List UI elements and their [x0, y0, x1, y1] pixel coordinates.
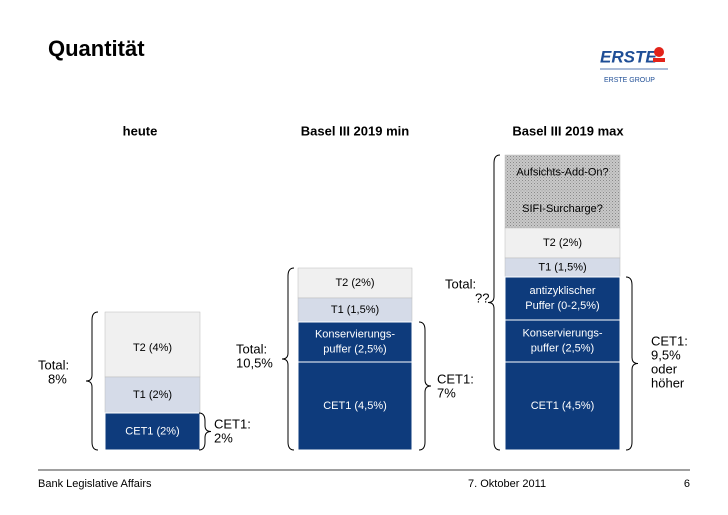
- annotation: oder: [651, 361, 678, 376]
- block-box: [297, 267, 413, 299]
- annotation: CET1:: [437, 371, 474, 386]
- footer-left: Bank Legislative Affairs: [38, 478, 152, 490]
- block-label: Aufsichts-Add-On?: [516, 166, 608, 178]
- block-box: [504, 276, 621, 321]
- block-box: [297, 361, 413, 451]
- block-box: [297, 321, 413, 363]
- column-heading: Basel III 2019 min: [301, 123, 409, 138]
- brace: [85, 311, 99, 451]
- footer-date: 7. Oktober 2011: [468, 478, 546, 490]
- annotation: Total:: [445, 276, 476, 291]
- logo-group: ERSTE GROUP: [604, 77, 655, 84]
- block: antizyklischer Puffer (0-2,5%): [504, 276, 621, 321]
- block-label: Puffer (0-2,5%): [525, 300, 599, 312]
- brace: [281, 267, 295, 451]
- annotation: 2%: [214, 430, 233, 445]
- brace: [487, 154, 501, 451]
- block: T2 (4%): [104, 311, 201, 378]
- block: T2 (2%): [504, 227, 621, 259]
- slide-title: Quantität: [48, 36, 145, 61]
- block-label: Konservierungs-: [522, 327, 602, 339]
- block-label: T1 (1,5%): [538, 261, 586, 273]
- block-label: CET1 (2%): [125, 425, 179, 437]
- block: T1 (1,5%): [297, 297, 413, 323]
- annotation: CET1:: [651, 333, 688, 348]
- annotation: höher: [651, 375, 685, 390]
- block-box: [504, 154, 621, 191]
- block-box: [504, 227, 621, 259]
- block-label: T2 (2%): [335, 277, 374, 289]
- logo: ERSTE ERSTE GROUP: [600, 47, 668, 84]
- column-heading: heute: [123, 123, 158, 138]
- block-label: Konservierungs-: [315, 328, 395, 340]
- annotation: Total:: [236, 341, 267, 356]
- block-label: T1 (1,5%): [331, 304, 379, 316]
- block-box: [504, 189, 621, 229]
- brace: [418, 321, 432, 451]
- annotation: 7%: [437, 385, 456, 400]
- brace: [625, 276, 639, 451]
- annotation: CET1:: [214, 416, 251, 431]
- footer-page: 6: [684, 478, 690, 490]
- block-label: T2 (4%): [133, 342, 172, 354]
- block: Konservierungs-puffer (2,5%): [504, 319, 621, 363]
- block-box: [297, 297, 413, 323]
- block-box: [104, 412, 201, 451]
- block: T2 (2%): [297, 267, 413, 299]
- block-label: puffer (2,5%): [323, 343, 386, 355]
- block: CET1 (2%): [104, 412, 201, 451]
- block: T1 (2%): [104, 376, 201, 414]
- block: SIFI-Surcharge?: [504, 189, 621, 229]
- column-heading: Basel III 2019 max: [512, 123, 624, 138]
- block: CET1 (4,5%): [297, 361, 413, 451]
- annotation: ??: [475, 290, 489, 305]
- block: T1 (1,5%): [504, 257, 621, 278]
- block: Aufsichts-Add-On?: [504, 154, 621, 191]
- logo-brand: ERSTE: [600, 47, 657, 66]
- block-box: [504, 361, 621, 451]
- annotation: Total:: [38, 357, 69, 372]
- block-label: antizyklischer: [529, 285, 595, 297]
- block-label: SIFI-Surcharge?: [522, 203, 603, 215]
- annotation: 10,5%: [236, 355, 273, 370]
- block-label: T1 (2%): [133, 389, 172, 401]
- block-label: puffer (2,5%): [531, 342, 594, 354]
- block-label: CET1 (4,5%): [323, 400, 387, 412]
- block: CET1 (4,5%): [504, 361, 621, 451]
- block: Konservierungs-puffer (2,5%): [297, 321, 413, 363]
- block-label: CET1 (4,5%): [531, 400, 595, 412]
- brace: [198, 412, 212, 451]
- block-label: T2 (2%): [543, 237, 582, 249]
- annotation: 9,5%: [651, 347, 681, 362]
- annotation: 8%: [48, 371, 67, 386]
- block-box: [504, 319, 621, 363]
- block-box: [104, 376, 201, 414]
